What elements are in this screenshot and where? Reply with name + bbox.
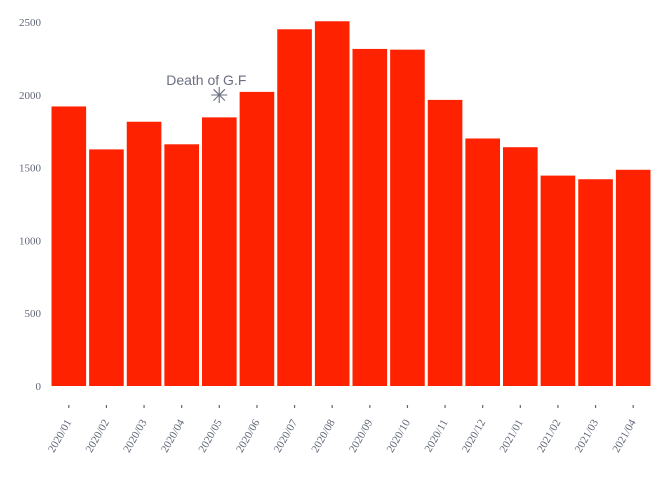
bar (390, 49, 425, 386)
x-tick-label: 2020/10 (385, 417, 414, 455)
bar (465, 138, 500, 386)
x-tick-label: 2020/06 (234, 417, 263, 455)
annotation: Death of G.F ✳ (166, 72, 246, 109)
y-tick-label: 0 (36, 381, 42, 393)
x-tick-label: 2021/04 (610, 417, 639, 455)
bar (89, 149, 124, 386)
x-tick-label: 2020/08 (309, 417, 338, 455)
bar (427, 99, 463, 387)
annotation-text: Death of G.F (166, 72, 246, 88)
x-tick-label: 2020/09 (347, 417, 376, 455)
bars (51, 21, 651, 387)
x-tick-label: 2020/12 (460, 418, 488, 455)
bar (352, 48, 388, 386)
x-tick-label: 2020/07 (272, 417, 301, 455)
x-tick-label: 2020/05 (196, 417, 225, 455)
x-tick-label: 2021/02 (535, 418, 563, 455)
y-tick-label: 1500 (19, 163, 42, 175)
y-tick-label: 2000 (19, 90, 42, 102)
x-tick-label: 2020/11 (422, 418, 450, 455)
bar (578, 179, 613, 386)
bar (239, 91, 275, 386)
x-axis: 2020/01 2020/02 2020/03 2020/04 2020/05 2020/… (46, 405, 639, 455)
x-tick-label: 2020/04 (159, 417, 188, 455)
bar (540, 175, 576, 386)
annotation-marker: ✳ (210, 84, 228, 109)
bar (615, 169, 651, 386)
x-tick-label: 2021/01 (497, 418, 525, 455)
bar (51, 106, 87, 386)
y-tick-label: 2500 (19, 17, 42, 29)
x-tick-label: 2020/03 (121, 417, 150, 455)
bar (164, 144, 199, 386)
x-tick-label: 2020/02 (84, 418, 112, 455)
bar (126, 121, 162, 387)
y-tick-label: 500 (25, 308, 42, 320)
bar (277, 29, 312, 387)
y-tick-label: 1000 (19, 235, 42, 247)
y-axis: 0 500 1000 1500 2000 2500 (19, 17, 42, 393)
bar (503, 147, 538, 386)
x-tick-label: 2020/01 (46, 418, 74, 455)
bar (202, 117, 237, 387)
bar (314, 21, 350, 386)
x-tick-label: 2021/03 (573, 417, 602, 455)
